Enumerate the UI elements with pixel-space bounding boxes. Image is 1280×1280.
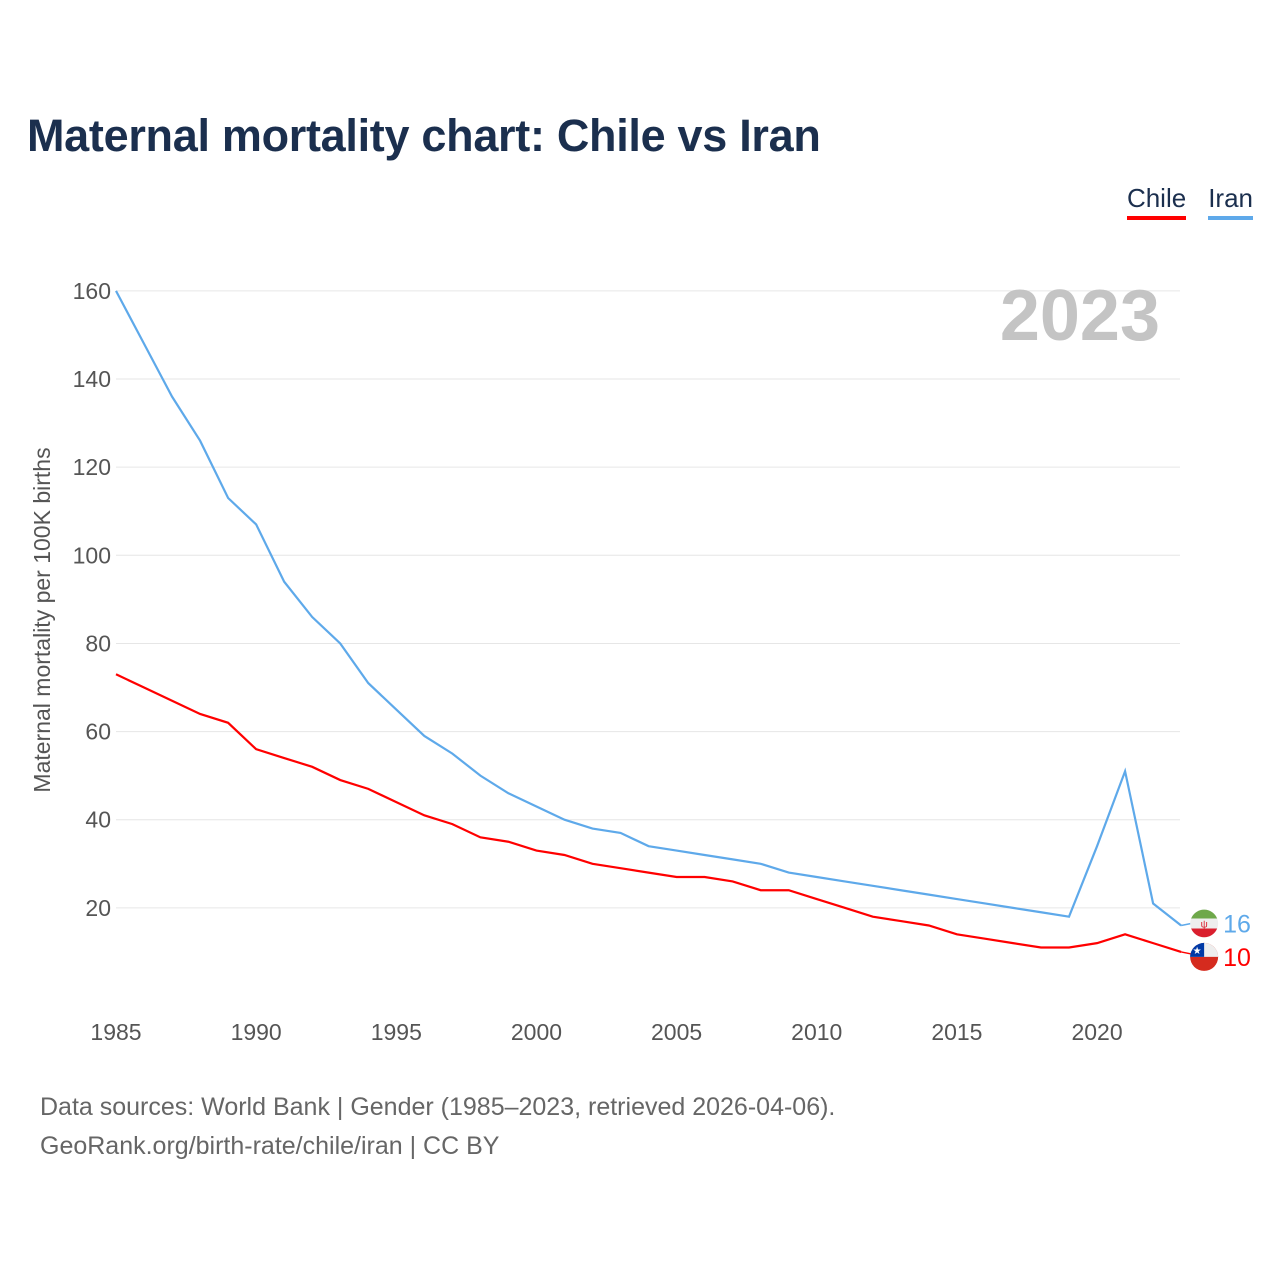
end-connector xyxy=(1180,922,1192,927)
y-tick-label: 80 xyxy=(85,630,111,656)
legend: Chile Iran xyxy=(1126,183,1253,220)
x-tick-label: 1985 xyxy=(90,1019,141,1045)
legend-iran[interactable]: Iran xyxy=(1208,183,1253,220)
x-tick-label: 2005 xyxy=(651,1019,702,1045)
chart-title: Maternal mortality chart: Chile vs Iran xyxy=(27,110,821,161)
source-line-1: Data sources: World Bank | Gender (1985–… xyxy=(40,1093,836,1121)
x-tick-label: 1995 xyxy=(371,1019,422,1045)
y-tick-label: 160 xyxy=(73,278,111,304)
x-tick-label: 2020 xyxy=(1071,1019,1122,1045)
iran-flag-icon: ψ xyxy=(1190,909,1219,938)
end-value-chile: 10 xyxy=(1223,944,1251,972)
source-note: Data sources: World Bank | Gender (1985–… xyxy=(40,1088,835,1166)
y-tick-label: 60 xyxy=(85,719,111,745)
x-tick-label: 1990 xyxy=(231,1019,282,1045)
x-tick-label: 2015 xyxy=(931,1019,982,1045)
end-connector xyxy=(1180,951,1192,955)
source-line-2[interactable]: GeoRank.org/birth-rate/chile/iran | CC B… xyxy=(40,1132,500,1160)
y-axis-label: Maternal mortality per 100K births xyxy=(29,447,55,792)
y-tick-label: 140 xyxy=(73,366,111,392)
y-tick-label: 120 xyxy=(73,454,111,480)
x-tick-label: 2000 xyxy=(511,1019,562,1045)
x-tick-label: 2010 xyxy=(791,1019,842,1045)
chile-flag-icon: ★ xyxy=(1190,942,1219,971)
svg-text:★: ★ xyxy=(1193,946,1202,957)
legend-chile[interactable]: Chile xyxy=(1126,183,1187,220)
svg-text:ψ: ψ xyxy=(1201,919,1208,930)
end-value-iran: 16 xyxy=(1223,910,1251,938)
y-tick-label: 40 xyxy=(85,807,111,833)
year-watermark: 2023 xyxy=(1000,276,1160,356)
y-tick-label: 20 xyxy=(85,895,111,921)
series-line-iran xyxy=(115,290,1182,927)
y-tick-label: 100 xyxy=(73,542,111,568)
